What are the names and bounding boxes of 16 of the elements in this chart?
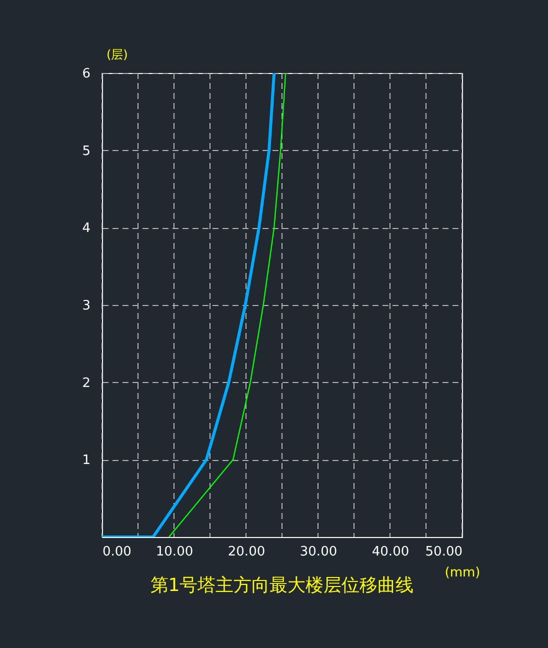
- y-tick-label: 6: [82, 66, 90, 82]
- x-tick-label: 0.00: [102, 544, 132, 560]
- y-tick-label: 1: [82, 453, 90, 468]
- y-tick-label: 3: [82, 298, 90, 314]
- x-tick-label: 40.00: [372, 544, 410, 560]
- x-tick-label: 30.00: [300, 544, 338, 560]
- y-tick-label: 2: [82, 376, 90, 391]
- x-axis-title: (mm): [444, 566, 480, 580]
- x-tick-label: 50.00: [425, 544, 462, 560]
- text: 第1号塔主方向最大楼层位移曲线: [150, 575, 414, 596]
- x-tick-label: 20.00: [228, 544, 266, 560]
- y-tick-label: 5: [82, 144, 90, 159]
- y-axis-title: (层): [106, 48, 128, 62]
- y-tick-label: 4: [82, 221, 90, 236]
- x-tick-label: 10.00: [156, 544, 194, 560]
- line-series: [168, 73, 286, 537]
